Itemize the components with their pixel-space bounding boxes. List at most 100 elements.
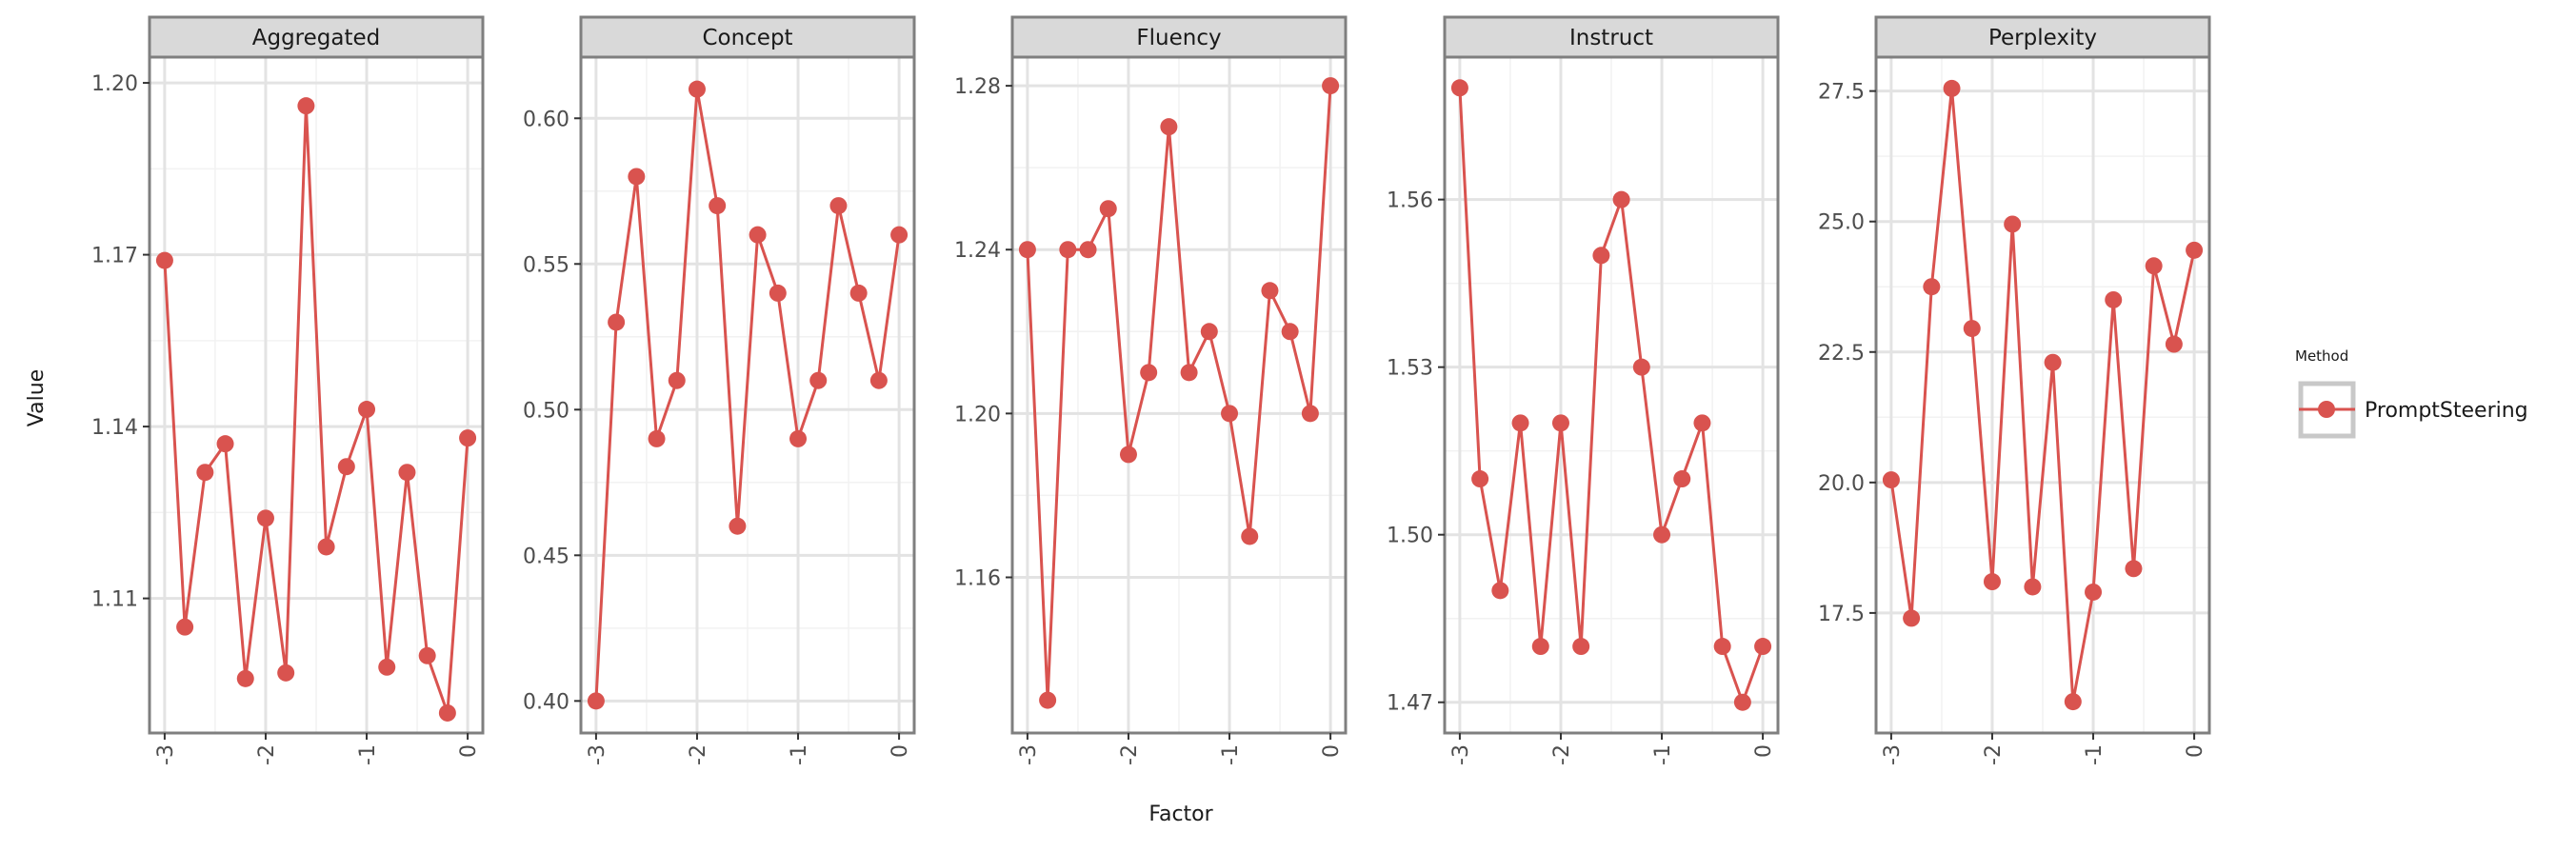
data-point — [438, 703, 456, 722]
series-line-promptsteering — [1026, 86, 1332, 703]
data-point — [1511, 414, 1529, 432]
panel-border — [1443, 55, 1780, 735]
facet-panel: Concept 0.40 0.45 0.50 0.55 0.60 -3 -2 -1 0 — [523, 15, 916, 765]
data-point — [1039, 691, 1057, 709]
data-point — [2085, 583, 2103, 601]
data-point — [1551, 414, 1569, 432]
data-point — [1903, 609, 1921, 627]
data-point — [1882, 471, 1900, 489]
x-tick-label: -2 — [1550, 744, 1574, 765]
data-point — [1200, 323, 1218, 341]
data-point — [729, 517, 747, 535]
data-point — [648, 429, 666, 447]
x-axis-title: Factor — [1148, 802, 1213, 826]
y-tick-label: 1.47 — [1387, 692, 1433, 716]
y-tick-label: 20.0 — [1818, 472, 1865, 496]
y-tick-label: 1.20 — [91, 72, 138, 96]
facet-panel: Perplexity 17.5 20.0 22.5 25.0 27.5 -3 -2 -1 0 — [1818, 15, 2211, 765]
data-point — [769, 284, 787, 302]
data-point — [337, 458, 355, 476]
data-point — [1713, 638, 1731, 656]
data-point — [418, 646, 436, 664]
series-line-promptsteering — [1458, 88, 1765, 704]
facet-strip — [579, 15, 916, 59]
data-point — [1079, 241, 1097, 259]
facet-title: Instruct — [1569, 26, 1653, 50]
y-tick-label: 27.5 — [1818, 81, 1865, 105]
y-tick-label: 1.17 — [91, 245, 138, 268]
data-point — [1119, 446, 1137, 464]
y-tick-label: 0.40 — [523, 690, 569, 714]
x-tick-label: -2 — [255, 744, 279, 765]
data-point — [2186, 241, 2204, 259]
data-point — [358, 401, 376, 419]
x-tick-label: -1 — [1219, 744, 1243, 765]
data-point — [297, 97, 315, 115]
series-line-promptsteering — [1889, 87, 2196, 703]
facet-title: Concept — [702, 26, 792, 50]
data-point — [890, 226, 909, 244]
data-point — [155, 251, 173, 269]
data-point — [1059, 241, 1077, 259]
data-point — [2165, 335, 2183, 353]
panel-border — [148, 55, 485, 735]
panel-border — [1010, 55, 1348, 735]
data-point — [1612, 190, 1630, 208]
data-point — [1180, 364, 1198, 382]
x-tick-label: -3 — [1017, 744, 1041, 765]
data-point — [2105, 290, 2123, 308]
data-point — [789, 429, 808, 447]
facet-title: Aggregated — [252, 26, 381, 50]
data-point — [1923, 278, 1941, 296]
data-point — [1733, 693, 1751, 711]
x-tick-label: -3 — [586, 744, 609, 765]
data-point — [2004, 215, 2022, 233]
data-point — [1160, 118, 1178, 136]
y-tick-label: 0.50 — [523, 399, 569, 423]
data-point — [608, 313, 626, 331]
data-point — [829, 197, 848, 215]
data-point — [1140, 364, 1158, 382]
data-point — [196, 464, 214, 482]
facet-strip — [1010, 15, 1348, 59]
y-tick-label: 1.11 — [91, 588, 138, 612]
data-point — [2044, 353, 2062, 371]
y-tick-label: 22.5 — [1818, 342, 1865, 366]
data-point — [2064, 693, 2082, 711]
data-point — [628, 168, 646, 186]
y-tick-label: 0.45 — [523, 545, 569, 568]
data-point — [688, 80, 706, 98]
series-line-promptsteering — [594, 88, 901, 702]
data-point — [1754, 638, 1772, 656]
data-point — [1673, 470, 1691, 488]
series-line-promptsteering — [163, 104, 469, 715]
data-point — [378, 658, 396, 676]
data-point — [1261, 282, 1279, 300]
data-point — [1983, 573, 2001, 591]
y-tick-label: 1.53 — [1387, 357, 1433, 381]
facet-panels: Aggregated 1.11 1.14 1.17 1.20 -3 -2 -1 0 Concept… — [91, 15, 2211, 765]
y-tick-label: 0.55 — [523, 253, 569, 277]
data-point — [869, 371, 888, 389]
data-point — [2125, 560, 2143, 578]
x-tick-label: -2 — [687, 744, 710, 765]
data-point — [1450, 79, 1468, 97]
data-point — [2145, 257, 2163, 275]
data-point — [1241, 527, 1259, 545]
data-point — [1693, 414, 1711, 432]
data-point — [236, 669, 254, 687]
panel-border — [1874, 55, 2211, 735]
data-point — [2024, 578, 2042, 596]
data-point — [809, 371, 828, 389]
data-point — [1281, 323, 1299, 341]
y-tick-label: 1.14 — [91, 416, 138, 440]
x-tick-label: 0 — [889, 744, 912, 758]
facet-panel: Instruct 1.47 1.50 1.53 1.56 -3 -2 -1 0 — [1387, 15, 1780, 765]
x-tick-label: -2 — [1118, 744, 1142, 765]
y-tick-label: 17.5 — [1818, 603, 1865, 626]
data-point — [216, 435, 234, 453]
x-tick-label: -2 — [1982, 744, 2006, 765]
data-point — [1572, 638, 1590, 656]
x-tick-label: 0 — [1752, 744, 1776, 758]
data-point — [709, 197, 727, 215]
